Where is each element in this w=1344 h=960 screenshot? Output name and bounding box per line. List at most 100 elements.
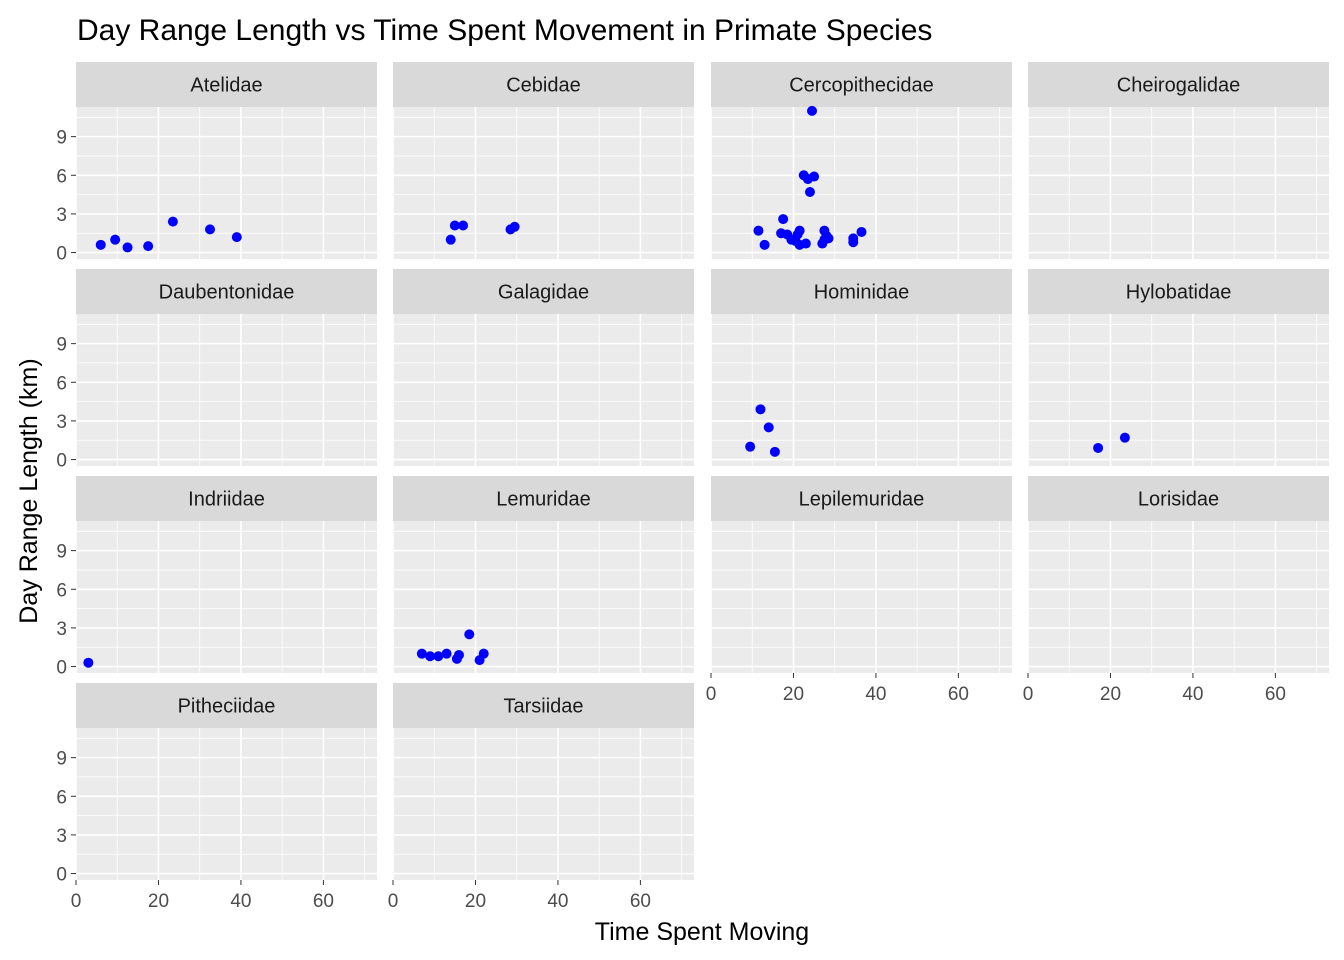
- facet-strip: [76, 476, 377, 521]
- data-point: [453, 649, 464, 660]
- y-tick-label: 9: [56, 749, 67, 770]
- data-point: [478, 648, 489, 659]
- facet-strip-label: Indriidae: [188, 489, 265, 511]
- facet-hylobatidae: Hylobatidae: [1027, 269, 1329, 466]
- facet-strip: [711, 476, 1012, 521]
- data-point: [509, 221, 520, 232]
- x-tick-label: 0: [71, 891, 82, 912]
- x-tick-label: 60: [1265, 684, 1286, 705]
- data-point: [1119, 432, 1130, 443]
- data-point: [763, 422, 774, 433]
- data-point: [769, 446, 780, 457]
- facet-panel-background: [1028, 107, 1329, 259]
- data-point: [433, 651, 444, 662]
- y-tick-label: 3: [56, 205, 67, 226]
- x-tick-label: 40: [547, 891, 568, 912]
- data-point: [794, 225, 805, 236]
- y-tick-label: 0: [56, 244, 67, 265]
- facet-cercopithecidae: Cercopithecidae: [710, 62, 1012, 259]
- facet-strip-label: Cebidae: [506, 75, 581, 97]
- y-tick-label: 0: [56, 451, 67, 472]
- facet-strip: [76, 683, 377, 728]
- data-point: [425, 651, 436, 662]
- data-point: [458, 220, 469, 231]
- facet-daubentonidae: Daubentonidae 0 3 6 9: [56, 269, 377, 472]
- facet-hominidae: Hominidae: [710, 269, 1012, 466]
- x-tick-label: 60: [948, 684, 969, 705]
- x-tick-label: 40: [230, 891, 251, 912]
- facet-panel-background: [76, 107, 377, 259]
- data-point: [759, 239, 770, 250]
- facet-strip-label: Lemuridae: [496, 489, 591, 511]
- facet-strip-label: Lorisidae: [1138, 489, 1219, 511]
- y-tick-label: 0: [56, 865, 67, 886]
- x-tick-label: 0: [388, 891, 399, 912]
- facet-strip: [711, 62, 1012, 107]
- x-axis-title: Time Spent Moving: [595, 918, 809, 946]
- data-point: [856, 226, 867, 237]
- data-point: [755, 404, 766, 415]
- facet-panel-background: [76, 314, 377, 466]
- facet-lorisidae: Lorisidae 0 20 40 60: [1023, 476, 1329, 705]
- data-point: [809, 171, 820, 182]
- facet-lepilemuridae: Lepilemuridae 0 20 40 60: [706, 476, 1012, 705]
- data-point: [745, 441, 756, 452]
- y-tick-label: 6: [56, 580, 67, 601]
- x-tick-label: 20: [783, 684, 804, 705]
- x-tick-label: 60: [630, 891, 651, 912]
- x-tick-label: 40: [1182, 684, 1203, 705]
- facet-strip-label: Lepilemuridae: [799, 489, 925, 511]
- x-tick-label: 0: [1023, 684, 1034, 705]
- facet-panels: Atelidae 0 3 6 9 Cebidae Cercopithecidae Cheiro…: [56, 62, 1329, 912]
- data-point: [1093, 442, 1104, 453]
- facet-panel-background: [393, 521, 694, 673]
- facet-panel-background: [76, 521, 377, 673]
- chart-title: Day Range Length vs Time Spent Movement …: [77, 14, 932, 47]
- data-point: [804, 187, 815, 198]
- facet-atelidae: Atelidae 0 3 6 9: [56, 62, 377, 265]
- data-point: [416, 648, 427, 659]
- data-point: [95, 239, 106, 250]
- facet-strip-label: Daubentonidae: [159, 282, 295, 304]
- x-tick-label: 20: [148, 891, 169, 912]
- facet-pitheciidae: Pitheciidae 0 3 6 9 0 20 40 60: [56, 683, 377, 912]
- facet-strip: [393, 62, 694, 107]
- facet-strip: [393, 683, 694, 728]
- facet-panel-background: [393, 107, 694, 259]
- y-tick-label: 3: [56, 826, 67, 847]
- facet-panel-background: [711, 521, 1012, 673]
- data-point: [778, 214, 789, 225]
- facet-strip-label: Cercopithecidae: [789, 75, 934, 97]
- facet-strip: [393, 269, 694, 314]
- facet-tarsiidae: Tarsiidae 0 20 40 60: [388, 683, 694, 912]
- facet-strip: [1028, 476, 1329, 521]
- facet-galagidae: Galagidae: [392, 269, 694, 466]
- y-tick-label: 6: [56, 166, 67, 187]
- facet-indriidae: Indriidae 0 3 6 9: [56, 476, 377, 679]
- data-point: [167, 216, 178, 227]
- x-tick-label: 60: [313, 891, 334, 912]
- x-tick-label: 20: [1100, 684, 1121, 705]
- y-axis-title: Day Range Length (km): [15, 358, 43, 623]
- facet-cheirogalidae: Cheirogalidae: [1027, 62, 1329, 259]
- y-tick-label: 9: [56, 128, 67, 149]
- facet-strip-label: Tarsiidae: [503, 696, 583, 718]
- x-tick-label: 20: [465, 891, 486, 912]
- facet-strip: [393, 476, 694, 521]
- data-point: [205, 224, 216, 235]
- facet-strip: [1028, 62, 1329, 107]
- data-point: [464, 629, 475, 640]
- data-point: [807, 105, 818, 116]
- data-point: [110, 234, 121, 245]
- facet-strip-label: Galagidae: [498, 282, 589, 304]
- facet-strip: [1028, 269, 1329, 314]
- x-tick-label: 40: [865, 684, 886, 705]
- data-point: [445, 234, 456, 245]
- facet-strip-label: Atelidae: [190, 75, 262, 97]
- facet-panel-background: [1028, 521, 1329, 673]
- data-point: [823, 233, 834, 244]
- facet-panel-background: [1028, 314, 1329, 466]
- facet-strip: [76, 62, 377, 107]
- data-point: [753, 225, 764, 236]
- y-tick-label: 6: [56, 787, 67, 808]
